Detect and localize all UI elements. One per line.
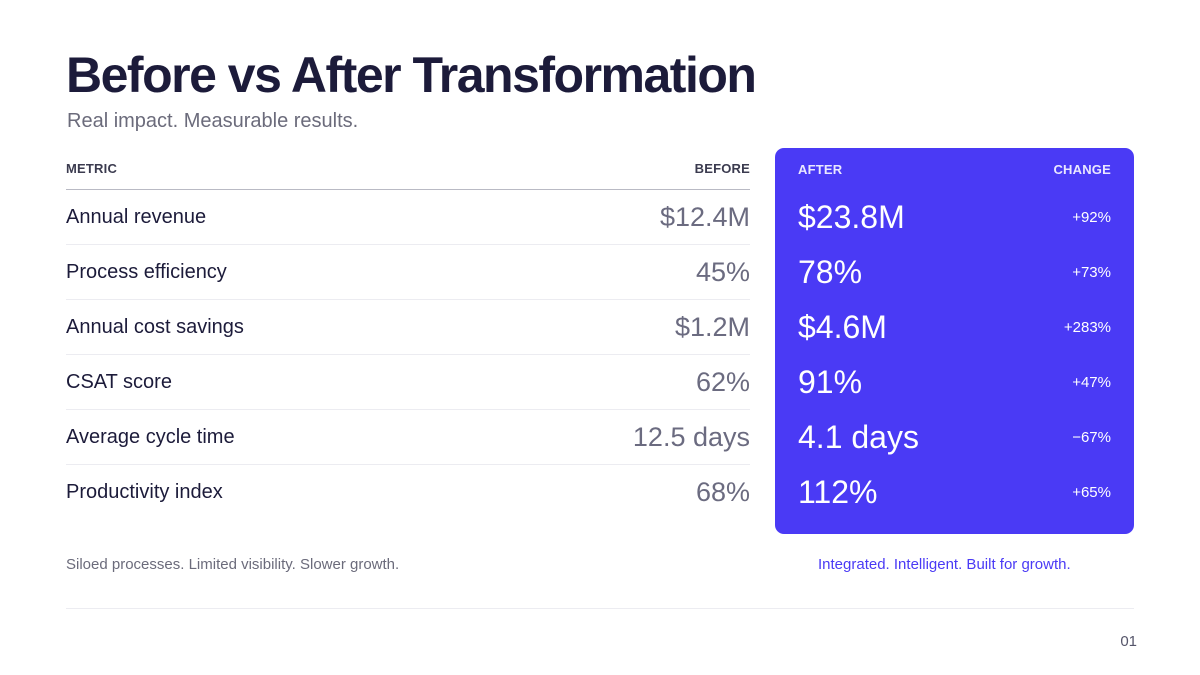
table-row: Annual revenue $12.4M <box>66 190 750 245</box>
metric-column-header: METRIC <box>66 161 118 176</box>
table-row: Process efficiency 45% <box>66 245 750 300</box>
metric-name: Average cycle time <box>66 425 235 448</box>
before-value: 62% <box>695 366 750 397</box>
before-table: METRIC BEFORE Annual revenue $12.4M Proc… <box>66 148 750 520</box>
after-value: 112% <box>798 474 878 510</box>
change-column-header: CHANGE <box>1053 161 1111 177</box>
table-row: Annual cost savings $1.2M <box>66 300 750 355</box>
metric-name: Annual cost savings <box>66 315 244 338</box>
after-row: $4.6M +283% <box>798 300 1111 355</box>
table-row: CSAT score 62% <box>66 355 750 410</box>
before-table-header: METRIC BEFORE <box>66 148 750 190</box>
table-row: Productivity index 68% <box>66 465 750 520</box>
after-row: 4.1 days −67% <box>798 410 1111 465</box>
before-column-header: BEFORE <box>694 161 750 176</box>
footer-divider <box>66 608 1134 609</box>
page-number: 01 <box>1120 633 1137 650</box>
after-column-header: AFTER <box>798 161 843 177</box>
before-value: 45% <box>695 256 750 287</box>
after-value: 78% <box>798 254 863 290</box>
change-value: +73% <box>1072 264 1111 281</box>
slide-subtitle: Real impact. Measurable results. <box>67 110 359 132</box>
metric-name: CSAT score <box>66 370 172 393</box>
slide-title: Before vs After Transformation <box>66 47 757 103</box>
table-row: Average cycle time 12.5 days <box>66 410 750 465</box>
after-row: 91% +47% <box>798 355 1111 410</box>
change-value: +65% <box>1072 484 1111 501</box>
change-value: −67% <box>1072 429 1111 446</box>
after-panel: AFTER CHANGE $23.8M +92% 78% +73% $4.6M … <box>775 148 1134 534</box>
before-value: $1.2M <box>674 311 750 342</box>
change-value: +283% <box>1063 319 1111 336</box>
change-value: +92% <box>1072 209 1111 226</box>
before-value: 12.5 days <box>632 421 750 452</box>
after-row: 112% +65% <box>798 465 1111 520</box>
metric-name: Productivity index <box>66 481 223 503</box>
after-panel-header: AFTER CHANGE <box>798 148 1111 190</box>
metric-name: Process efficiency <box>66 260 227 283</box>
after-row: 78% +73% <box>798 245 1111 300</box>
after-row: $23.8M +92% <box>798 190 1111 245</box>
metric-name: Annual revenue <box>66 205 207 228</box>
after-caption: Integrated. Intelligent. Built for growt… <box>818 556 1071 573</box>
before-value: $12.4M <box>659 201 750 232</box>
after-value: $23.8M <box>798 199 905 235</box>
before-value: 68% <box>695 477 750 507</box>
before-caption: Siloed processes. Limited visibility. Sl… <box>66 556 400 573</box>
after-value: 91% <box>798 364 863 400</box>
after-value: 4.1 days <box>798 419 919 455</box>
change-value: +47% <box>1072 374 1111 391</box>
after-value: $4.6M <box>798 309 887 345</box>
